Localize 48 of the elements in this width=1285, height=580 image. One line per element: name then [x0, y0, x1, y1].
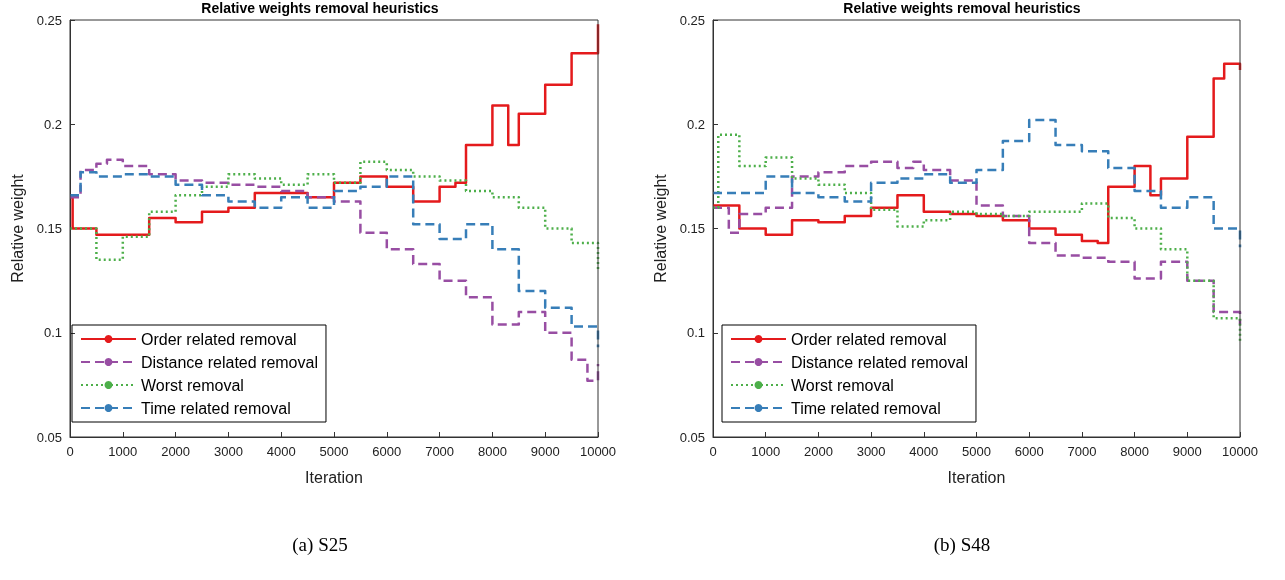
x-tick-label: 7000	[425, 444, 455, 459]
x-tick-label: 1000	[751, 444, 781, 459]
legend-label: Distance related removal	[791, 353, 968, 371]
x-tick-label: 0	[66, 444, 74, 459]
y-tick-label: 0.05	[36, 429, 62, 445]
x-tick-label: 2000	[161, 444, 191, 459]
y-tick-label: 0.2	[686, 116, 705, 132]
y-tick-label: 0.1	[686, 325, 705, 341]
y-tick-label: 0.2	[43, 116, 62, 132]
x-tick-label: 10000	[1221, 444, 1259, 459]
x-tick-label: 9000	[1172, 444, 1202, 459]
y-tick-label: 0.15	[36, 221, 62, 236]
x-tick-label: 9000	[530, 444, 560, 459]
legend-label: Distance related removal	[141, 353, 318, 371]
legend-label: Time related removal	[791, 399, 941, 417]
x-tick-label: 6000	[1014, 444, 1044, 459]
x-tick-label: 4000	[266, 444, 296, 459]
y-tick-label: 0.25	[36, 12, 62, 28]
text: (b) S48	[933, 534, 991, 556]
x-tick-label: 3000	[856, 444, 886, 459]
x-axis-title: Iteration	[947, 468, 1006, 486]
x-tick-label: 1000	[108, 444, 138, 459]
x-tick-label: 0	[709, 444, 717, 459]
x-axis-title: Iteration	[305, 468, 363, 486]
chart-title: Relative weights removal heuristics	[201, 0, 439, 16]
x-tick-label: 3000	[213, 444, 243, 459]
chart-title: Relative weights removal heuristics	[843, 0, 1081, 16]
y-axis-title: Relative weight	[652, 173, 670, 283]
x-tick-label: 5000	[319, 444, 349, 459]
legend-label: Time related removal	[141, 399, 291, 417]
x-tick-label: 10000	[579, 444, 617, 459]
x-tick-label: 5000	[962, 444, 991, 459]
x-tick-label: 4000	[909, 444, 939, 459]
legend-label: Order related removal	[141, 330, 297, 348]
x-tick-label: 6000	[372, 444, 402, 459]
y-tick-label: 0.15	[679, 221, 705, 236]
x-tick-label: 7000	[1067, 444, 1097, 459]
y-tick-label: 0.1	[43, 325, 62, 341]
legend-label: Worst removal	[141, 376, 244, 394]
x-tick-label: 8000	[477, 444, 507, 459]
text: (a) S25	[292, 534, 348, 556]
x-tick-label: 2000	[803, 444, 833, 459]
x-tick-label: 8000	[1120, 444, 1150, 459]
y-tick-label: 0.05	[679, 429, 705, 445]
legend-label: Order related removal	[791, 330, 947, 348]
legend-label: Worst removal	[791, 376, 894, 394]
y-tick-label: 0.25	[679, 12, 705, 28]
y-axis-title: Relative weight	[9, 173, 27, 283]
